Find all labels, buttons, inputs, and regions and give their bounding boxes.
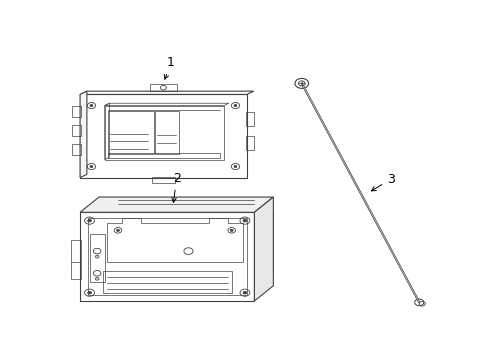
Circle shape [87,291,91,294]
Circle shape [243,219,246,222]
Circle shape [87,219,91,222]
Bar [80,212,254,301]
Bar [245,136,254,150]
Circle shape [234,104,236,107]
Bar [155,111,178,154]
Bar [87,218,246,296]
Bar [80,94,246,177]
Bar [102,270,231,293]
Bar [89,234,104,282]
Text: 2: 2 [171,172,180,202]
Polygon shape [254,197,273,301]
Bar [104,105,224,159]
Circle shape [234,166,236,168]
Circle shape [90,104,93,107]
Circle shape [230,229,233,231]
Bar [152,177,175,183]
Bar [72,144,81,156]
Circle shape [116,229,119,231]
Text: 1: 1 [164,56,175,79]
Circle shape [95,255,99,258]
Circle shape [243,291,246,294]
Bar [72,105,81,117]
Bar [150,84,176,91]
Bar [245,112,254,126]
Bar [72,125,81,136]
Circle shape [90,166,93,168]
Polygon shape [80,197,273,212]
Bar [70,240,81,279]
Bar [108,153,220,158]
Circle shape [95,278,99,280]
Bar [108,111,154,154]
Polygon shape [80,91,87,177]
Text: 3: 3 [371,172,394,191]
